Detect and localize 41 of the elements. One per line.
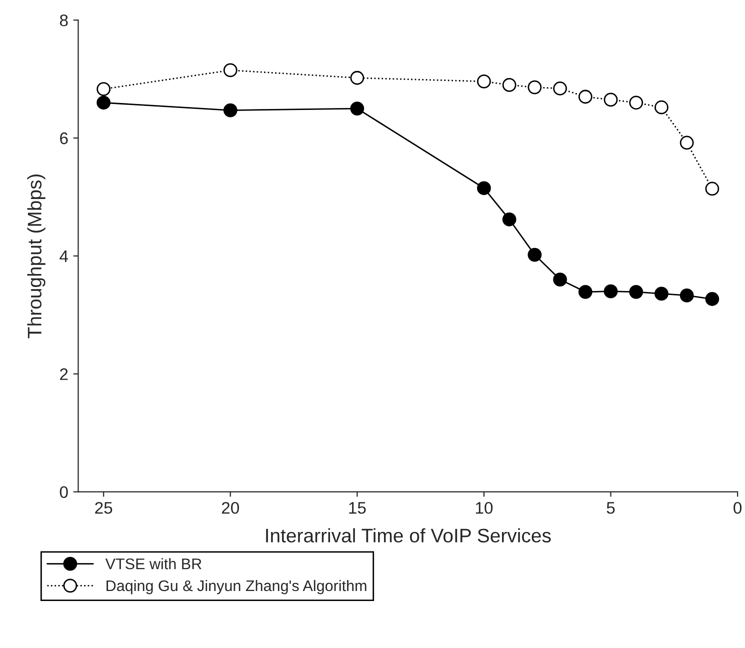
point [502, 78, 516, 92]
point [553, 82, 567, 96]
point [350, 102, 364, 116]
point [528, 80, 542, 94]
point [223, 103, 238, 118]
y-tick-label: 2 [60, 368, 68, 380]
point [654, 100, 668, 114]
x-tick-label: 25 [95, 502, 112, 514]
point [553, 272, 567, 286]
y-tick-label: 4 [60, 250, 68, 262]
point [604, 284, 618, 298]
y-axis-title: Throughput (Mbps) [27, 174, 46, 338]
x-tick-label: 5 [606, 502, 615, 514]
point [604, 92, 618, 107]
x-tick-label: 10 [476, 502, 493, 514]
point [578, 284, 592, 299]
x-tick-label: 15 [349, 502, 366, 514]
point [223, 63, 238, 78]
point [680, 136, 694, 150]
x-tick-label: 20 [222, 502, 239, 514]
point [502, 212, 516, 226]
point [96, 82, 111, 96]
y-tick-label: 6 [60, 132, 68, 144]
x-tick-label: 0 [734, 502, 742, 514]
point [350, 70, 364, 85]
point [705, 292, 720, 306]
point [629, 284, 644, 299]
point [705, 182, 720, 196]
point [578, 90, 592, 104]
point [528, 248, 542, 262]
legend-label: VTSE with BR [105, 558, 202, 570]
point [477, 181, 491, 196]
x-axis-title: Interarrival Time of VoIP Services [266, 528, 551, 542]
point [629, 96, 644, 110]
point [680, 288, 694, 302]
y-tick-label: 8 [60, 14, 68, 26]
point [96, 96, 111, 110]
point [654, 286, 668, 301]
legend-label: Daqing Gu & Jinyun Zhang's Algorithm [106, 580, 366, 594]
y-tick-label: 0 [60, 486, 68, 498]
point [477, 74, 491, 88]
